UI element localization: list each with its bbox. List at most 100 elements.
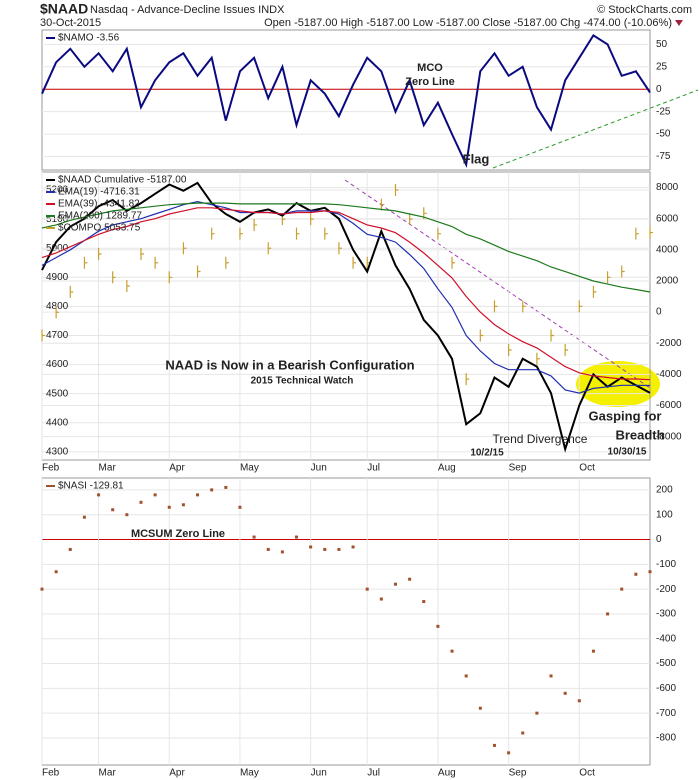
dot <box>210 488 214 492</box>
ohlc: Open -5187.00 High -5187.00 Low -5187.00… <box>264 17 672 29</box>
dot <box>309 545 313 549</box>
annotation: Trend Divergence <box>493 432 588 446</box>
price-bar <box>536 352 540 365</box>
dot <box>634 572 638 576</box>
y-tick-label: 4700 <box>46 330 69 341</box>
dot <box>577 699 581 703</box>
y-tick-label: 5000 <box>46 243 69 254</box>
x-tick-label: Mar <box>99 768 117 779</box>
dot <box>620 587 624 591</box>
series-line <box>41 181 651 453</box>
price-bar <box>352 256 357 269</box>
x-tick-label: Apr <box>169 463 185 474</box>
y-tick-label: 4600 <box>46 359 69 370</box>
y-tick-label: 6000 <box>656 213 679 224</box>
dot <box>365 587 369 591</box>
price-bar <box>69 285 74 298</box>
dot <box>139 500 143 504</box>
y-tick-label: -600 <box>656 683 676 694</box>
annotation: Zero Line <box>405 76 455 88</box>
y-tick-label: 4900 <box>46 272 69 283</box>
y-tick-label: -6000 <box>656 400 682 411</box>
price-bar <box>83 256 88 269</box>
symbol: $NAAD <box>40 1 88 17</box>
y-tick-label: -400 <box>656 633 676 644</box>
y-tick-label: -2000 <box>656 338 682 349</box>
highlight-ellipse <box>576 361 660 407</box>
series-line <box>41 207 651 381</box>
y-tick-label: -4000 <box>656 369 682 380</box>
legend-label: $NAMO -3.56 <box>58 33 120 44</box>
y-tick-label: 0 <box>656 84 662 95</box>
y-tick-label: 8000 <box>656 182 679 193</box>
dot <box>153 493 157 497</box>
dot <box>280 550 284 554</box>
y-tick-label: -200 <box>656 584 676 595</box>
dot <box>252 535 256 539</box>
dot <box>238 505 242 509</box>
panel-frame <box>41 29 651 171</box>
price-bar <box>508 344 512 357</box>
price-bar <box>140 248 144 261</box>
y-tick-label: 4500 <box>46 388 69 399</box>
price-bar <box>126 280 130 293</box>
dot <box>422 600 426 604</box>
price-bar <box>592 285 597 298</box>
annotation: MCO <box>417 62 443 74</box>
dot <box>521 731 525 735</box>
y-tick-label: -75 <box>656 151 671 162</box>
y-tick-label: 0 <box>656 534 662 545</box>
dot <box>591 649 595 653</box>
dot <box>549 674 553 678</box>
y-tick-label: -300 <box>656 609 676 620</box>
price-bar <box>97 248 102 261</box>
price-bar <box>479 329 484 342</box>
x-tick-label: Jul <box>367 463 380 474</box>
series-line <box>41 200 651 394</box>
y-tick-label: 5200 <box>46 185 69 196</box>
price-bar <box>550 329 555 342</box>
price-bar <box>465 373 470 386</box>
price-bar <box>437 227 441 240</box>
price-bar <box>578 300 583 313</box>
x-tick-label: Jun <box>311 463 327 474</box>
y-tick-label: 2000 <box>656 276 679 287</box>
dot <box>535 711 539 715</box>
price-bar <box>338 242 342 255</box>
x-tick-label: Sep <box>509 768 527 779</box>
y-tick-label: 4800 <box>46 301 69 312</box>
annotation: Breadth <box>615 427 664 442</box>
dot <box>478 706 482 710</box>
annotation: 10/2/15 <box>470 448 504 459</box>
price-bar <box>196 265 201 278</box>
dot <box>111 508 115 512</box>
x-tick-label: Sep <box>509 463 527 474</box>
x-tick-label: Apr <box>169 768 185 779</box>
price-bar <box>493 300 498 313</box>
dot <box>68 547 72 551</box>
dot <box>393 582 397 586</box>
annotation: Flag <box>463 151 490 166</box>
dot <box>436 624 440 628</box>
y-tick-label: 25 <box>656 61 668 72</box>
price-bar <box>649 226 653 239</box>
dot <box>196 493 200 497</box>
y-tick-label: -25 <box>656 106 671 117</box>
x-tick-label: May <box>240 768 259 779</box>
dot <box>492 743 496 747</box>
legend-label: EMA(19) -4716.31 <box>58 187 140 198</box>
dot <box>450 649 454 653</box>
x-tick-label: Aug <box>438 463 456 474</box>
y-tick-label: 4000 <box>656 244 679 255</box>
price-bar <box>182 242 187 255</box>
price-bar <box>310 213 314 226</box>
dot <box>266 547 270 551</box>
price-bar <box>635 227 639 240</box>
dot <box>323 547 327 551</box>
x-tick-label: Feb <box>42 463 60 474</box>
y-tick-label: -500 <box>656 658 676 669</box>
annotation: 2015 Technical Watch <box>251 376 354 387</box>
x-tick-label: Jul <box>367 768 380 779</box>
y-tick-label: 200 <box>656 485 673 496</box>
